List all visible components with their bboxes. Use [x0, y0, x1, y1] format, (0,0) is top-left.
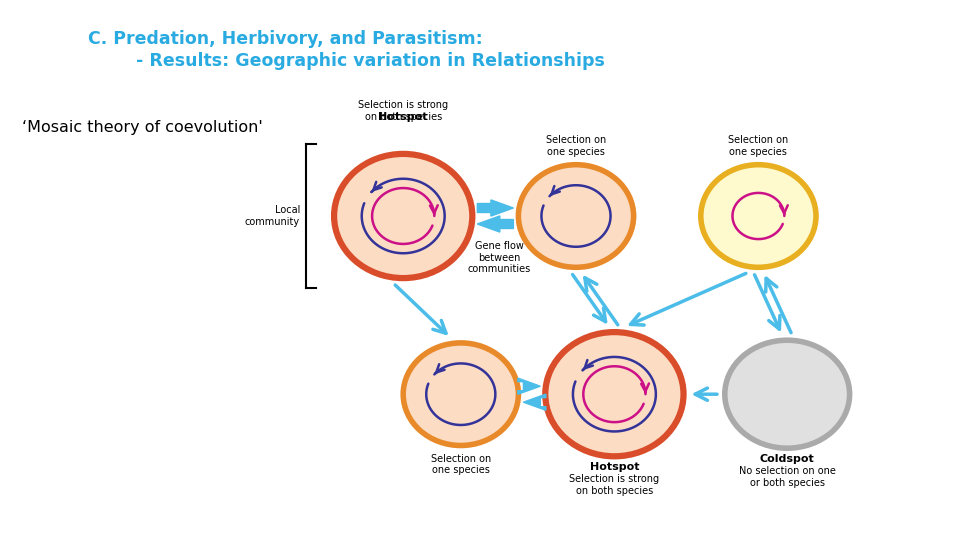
Ellipse shape — [701, 165, 816, 267]
Text: ‘Mosaic theory of coevolution': ‘Mosaic theory of coevolution' — [22, 120, 263, 135]
Text: Selection on
one species: Selection on one species — [546, 135, 606, 157]
Text: Selection on
one species: Selection on one species — [729, 135, 788, 157]
Text: - Results: Geographic variation in Relationships: - Results: Geographic variation in Relat… — [88, 52, 605, 70]
Text: Coldspot: Coldspot — [759, 454, 815, 464]
Ellipse shape — [334, 154, 472, 278]
Text: Selection is strong
on both species: Selection is strong on both species — [569, 474, 660, 496]
Text: Hotspot: Hotspot — [378, 112, 428, 122]
Text: Selection on
one species: Selection on one species — [431, 454, 491, 475]
Ellipse shape — [545, 332, 684, 456]
Ellipse shape — [518, 165, 634, 267]
FancyArrow shape — [477, 216, 514, 232]
Text: Hotspot: Hotspot — [589, 462, 639, 472]
Text: No selection on one
or both species: No selection on one or both species — [739, 466, 835, 488]
Ellipse shape — [403, 343, 518, 445]
Text: C. Predation, Herbivory, and Parasitism:: C. Predation, Herbivory, and Parasitism: — [88, 30, 483, 48]
Text: Local
community: Local community — [245, 205, 300, 227]
FancyArrow shape — [523, 394, 546, 410]
FancyArrow shape — [517, 378, 540, 394]
Text: Gene flow
between
communities: Gene flow between communities — [468, 241, 531, 274]
Ellipse shape — [725, 340, 850, 448]
FancyArrow shape — [477, 200, 514, 216]
Text: Selection is strong
on both species: Selection is strong on both species — [358, 89, 448, 122]
